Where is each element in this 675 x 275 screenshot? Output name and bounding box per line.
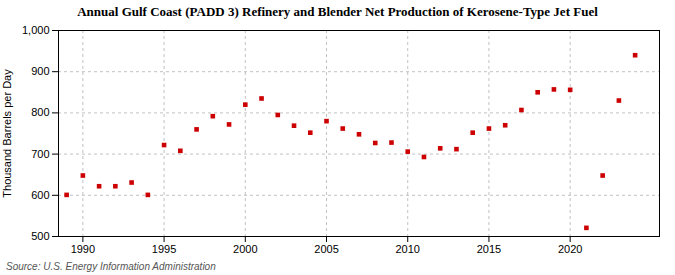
html-text:Annual Gulf Coast (PADD 3) Ref: Annual Gulf Coast (PADD 3) Refinery and … bbox=[77, 4, 598, 19]
svg-text:900: 900 bbox=[31, 65, 49, 77]
svg-text:1990: 1990 bbox=[71, 243, 95, 255]
svg-text:2010: 2010 bbox=[395, 243, 419, 255]
svg-text:600: 600 bbox=[31, 189, 49, 201]
svg-text:1995: 1995 bbox=[152, 243, 176, 255]
svg-text:500: 500 bbox=[31, 230, 49, 242]
svg-text:2000: 2000 bbox=[233, 243, 257, 255]
html-text:Source: U.S. Energy Informatio: Source: U.S. Energy Information Administ… bbox=[6, 261, 216, 272]
svg-text:800: 800 bbox=[31, 106, 49, 118]
svg-text:1,000: 1,000 bbox=[22, 24, 50, 36]
svg-text:2005: 2005 bbox=[314, 243, 338, 255]
svg-text:2020: 2020 bbox=[558, 243, 582, 255]
svg-text:Thousand Barrels per Day: Thousand Barrels per Day bbox=[1, 69, 13, 198]
svg-text:700: 700 bbox=[31, 148, 49, 160]
svg-text:2015: 2015 bbox=[477, 243, 501, 255]
